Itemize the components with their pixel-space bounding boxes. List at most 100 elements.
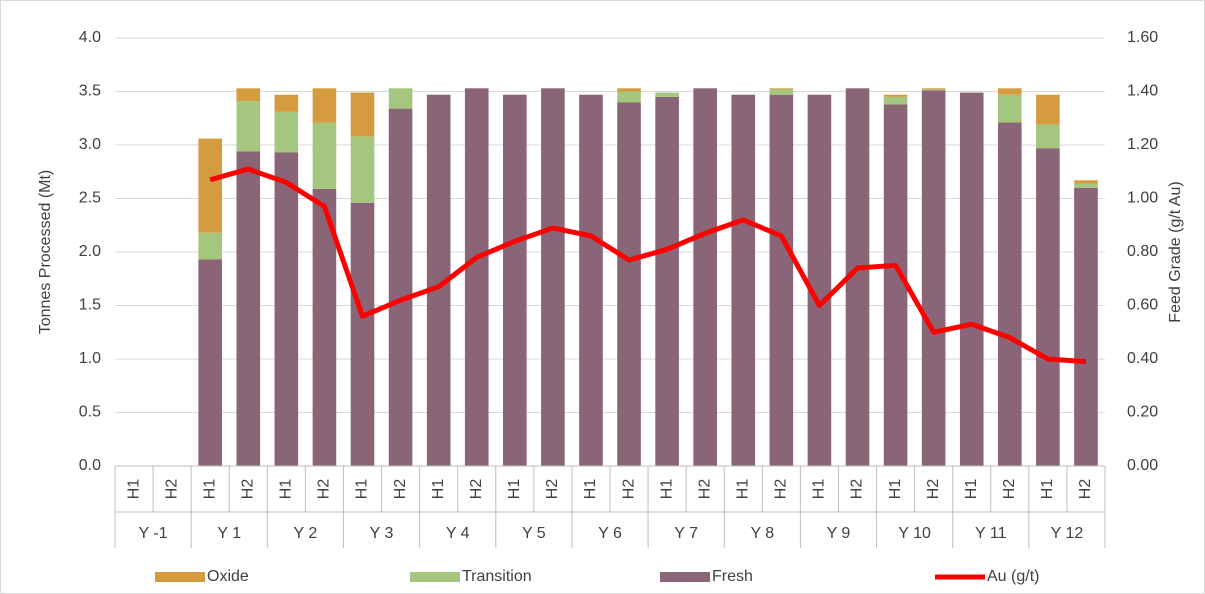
group-label: Y 7 [674,525,698,542]
y-tick-label: 0.0 [79,457,101,474]
bar-segment [959,92,984,466]
bar-segment [350,136,375,203]
y-tick-label: 1.5 [79,297,101,314]
bar-segment [1036,148,1060,466]
group-label: Y 10 [898,525,931,542]
bar-segment [198,232,222,260]
bar-segment [693,88,717,466]
bar-segment [617,91,641,103]
x-tick-label: H2 [316,479,333,500]
y2-tick-label: 0.60 [1127,297,1158,314]
x-tick-label: H1 [430,479,447,500]
legend-label: Oxide [207,568,249,585]
x-tick-label: H1 [354,479,371,500]
x-tick-label: H2 [1077,479,1094,500]
bar-segment [312,88,337,123]
bar-segment [921,89,946,91]
y2-tick-label: 0.20 [1127,404,1158,421]
bar-segment [769,94,794,467]
group-label: Y 8 [750,525,774,542]
x-tick-label: H1 [506,479,523,500]
y-tick-label: 2.0 [79,243,101,260]
bar-segment [1036,94,1060,125]
y2-tick-label: 1.20 [1127,136,1158,153]
group-label: Y 2 [294,525,318,542]
bar-segment [274,152,299,467]
group-label: Y 9 [827,525,851,542]
bar-segment [464,88,489,466]
group-label: Y -1 [139,525,168,542]
x-tick-label: H1 [201,479,218,500]
group-label: Y 11 [975,525,1007,542]
bar-segment [1036,124,1060,149]
y2-tick-label: 1.00 [1127,190,1158,207]
bar-segment [617,88,641,92]
bar-segment [541,88,565,466]
legend-label: Transition [462,568,532,585]
group-label: Y 5 [522,525,546,542]
x-tick-label: H1 [125,479,142,500]
x-tick-label: H1 [1039,479,1056,500]
group-label: Y 6 [598,525,622,542]
bar-segment [883,94,908,97]
bar-segment [998,122,1022,466]
y2-tick-label: 1.40 [1127,83,1158,100]
y-tick-label: 4.0 [79,29,101,46]
x-tick-label: H1 [963,479,980,500]
y-tick-label: 3.5 [79,83,101,100]
bar-segment [807,94,832,467]
bar-segment [388,88,413,109]
y2-tick-label: 0.80 [1127,243,1158,260]
bar-segment [198,259,222,466]
bar-segment [236,88,261,102]
bar-segment [236,151,261,467]
y2-tick-label: 0.40 [1127,350,1158,367]
bar-segment [312,122,337,189]
x-tick-label: H2 [620,479,637,500]
bar-segment [350,92,375,137]
group-label: Y 12 [1051,525,1084,542]
bar-segment [236,101,261,152]
bar-segment [845,88,870,466]
x-tick-label: H2 [849,479,866,500]
bar-segment [731,94,756,467]
legend-swatch [155,572,205,582]
y2-tick-label: 0.00 [1127,457,1158,474]
bar-segment [503,94,527,467]
x-tick-label: H1 [811,479,828,500]
group-label: Y 1 [217,525,241,542]
y-axis-label: Tonnes Processed (Mt) [37,170,54,335]
bar-segment [655,92,679,97]
bar-segment [769,89,794,95]
bar-segment [998,94,1022,123]
bar-segment [274,94,299,112]
x-tick-label: H1 [734,479,751,500]
bar-segment [579,94,603,467]
group-label: Y 3 [370,525,394,542]
bar-segment [883,104,908,466]
x-tick-label: H2 [163,479,180,500]
bar-segment [312,188,337,466]
y2-tick-label: 1.60 [1127,29,1158,46]
x-tick-label: H1 [887,479,904,500]
x-tick-label: H2 [544,479,561,500]
legend-label: Fresh [712,568,753,585]
y-tick-label: 1.0 [79,350,101,367]
x-tick-label: H1 [278,479,295,500]
legend-swatch [410,572,460,582]
bar-segment [883,96,908,105]
x-tick-label: H2 [925,479,942,500]
bar-segment [617,102,641,466]
x-tick-label: H2 [392,479,409,500]
bar-segment [198,138,222,233]
x-tick-label: H1 [582,479,599,500]
bar-segment [1074,187,1098,467]
bar-segment [655,96,679,466]
x-tick-label: H2 [239,479,256,500]
bar-segment [350,202,375,466]
y-tick-label: 2.5 [79,190,101,207]
bar-segment [921,88,946,90]
bar-segment [998,88,1022,95]
x-tick-label: H2 [468,479,485,500]
